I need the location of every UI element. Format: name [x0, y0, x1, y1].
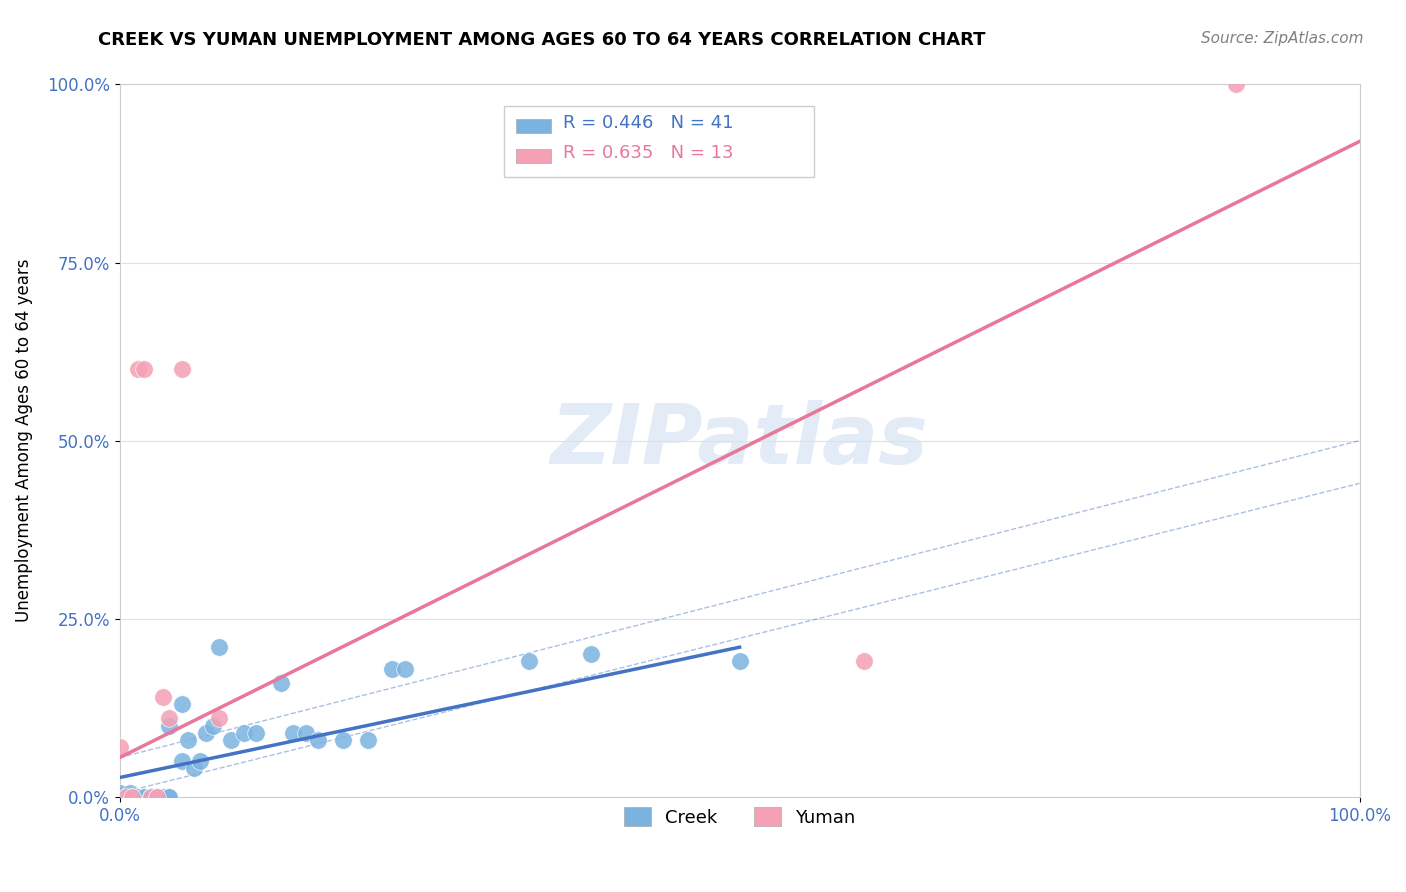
Point: [183, 761, 205, 775]
Point: [381, 662, 404, 676]
Point: [332, 732, 354, 747]
Point: [208, 640, 231, 655]
Point: [728, 655, 751, 669]
Point: [139, 789, 162, 804]
Point: [146, 789, 169, 804]
Point: [121, 789, 143, 804]
Point: [356, 732, 378, 747]
Point: [114, 789, 136, 804]
Point: [270, 675, 292, 690]
Point: [232, 725, 254, 739]
Point: [114, 789, 136, 804]
Point: [201, 718, 224, 732]
Point: [157, 711, 180, 725]
Point: [579, 648, 602, 662]
Point: [121, 789, 143, 804]
Point: [146, 789, 169, 804]
Point: [108, 739, 131, 754]
Text: CREEK VS YUMAN UNEMPLOYMENT AMONG AGES 60 TO 64 YEARS CORRELATION CHART: CREEK VS YUMAN UNEMPLOYMENT AMONG AGES 6…: [98, 31, 986, 49]
Point: [170, 754, 193, 768]
Point: [157, 789, 180, 804]
Point: [157, 718, 180, 732]
Point: [127, 789, 149, 804]
Text: R = 0.446   N = 41: R = 0.446 N = 41: [564, 114, 734, 132]
Point: [121, 789, 143, 804]
FancyBboxPatch shape: [503, 106, 814, 177]
Point: [208, 711, 231, 725]
Point: [118, 786, 141, 800]
Point: [195, 725, 218, 739]
Point: [117, 789, 139, 804]
Point: [394, 662, 416, 676]
Point: [134, 789, 156, 804]
Point: [146, 789, 169, 804]
Point: [152, 690, 174, 704]
Legend: Creek, Yuman: Creek, Yuman: [616, 800, 863, 834]
Point: [134, 362, 156, 376]
Point: [177, 732, 200, 747]
Point: [283, 725, 305, 739]
Point: [517, 655, 540, 669]
FancyBboxPatch shape: [516, 149, 551, 163]
Point: [170, 697, 193, 711]
Point: [1225, 78, 1247, 92]
Point: [146, 789, 169, 804]
FancyBboxPatch shape: [516, 119, 551, 133]
Point: [245, 725, 267, 739]
Point: [188, 754, 211, 768]
Point: [134, 789, 156, 804]
Point: [219, 732, 242, 747]
Point: [294, 725, 316, 739]
Point: [127, 789, 149, 804]
Point: [157, 789, 180, 804]
Point: [152, 789, 174, 804]
Point: [170, 362, 193, 376]
Point: [127, 362, 149, 376]
Point: [307, 732, 329, 747]
Point: [139, 789, 162, 804]
Point: [139, 789, 162, 804]
Text: R = 0.635   N = 13: R = 0.635 N = 13: [564, 144, 734, 161]
Y-axis label: Unemployment Among Ages 60 to 64 years: Unemployment Among Ages 60 to 64 years: [15, 259, 32, 623]
Text: ZIPatlas: ZIPatlas: [551, 401, 928, 481]
Point: [108, 786, 131, 800]
Text: Source: ZipAtlas.com: Source: ZipAtlas.com: [1201, 31, 1364, 46]
Point: [852, 655, 875, 669]
